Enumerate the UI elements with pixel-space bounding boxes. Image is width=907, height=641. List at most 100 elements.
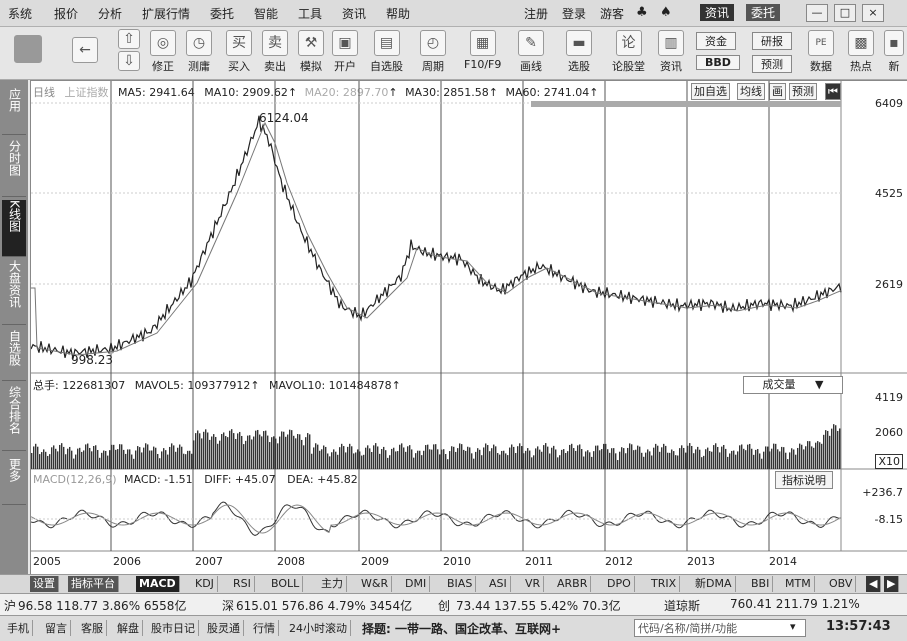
- maximize-button[interactable]: □: [834, 4, 856, 22]
- indicator-platform-tab[interactable]: 指标平台: [68, 576, 119, 592]
- nav-tab-more[interactable]: 更多: [2, 458, 26, 505]
- ma-button[interactable]: 均线: [737, 83, 765, 100]
- research-button[interactable]: 研报: [752, 32, 792, 50]
- tab-mtm[interactable]: MTM: [782, 576, 815, 592]
- menu-quote[interactable]: 报价: [54, 7, 79, 21]
- register-link[interactable]: 注册: [524, 7, 549, 21]
- mobile-link[interactable]: 手机: [4, 620, 33, 636]
- tab-obv[interactable]: OBV: [826, 576, 857, 592]
- watchlist-button[interactable]: ▤ 自选股: [370, 30, 403, 74]
- tab-wr[interactable]: W&R: [358, 576, 393, 592]
- code-search-input[interactable]: 代码/名称/简拼/功能: [634, 619, 806, 637]
- stock-picker-button[interactable]: ▬ 选股: [566, 30, 592, 74]
- tab-dmi[interactable]: DMI: [402, 576, 431, 592]
- nav-tab-ranking[interactable]: 综合排名: [2, 386, 26, 451]
- tab-dpo[interactable]: DPO: [604, 576, 635, 592]
- volume-bar: [525, 450, 527, 469]
- menu-tools[interactable]: 工具: [298, 7, 323, 21]
- login-link[interactable]: 登录: [562, 7, 587, 21]
- volume-bar: [407, 446, 409, 469]
- sell-button[interactable]: 卖卖出: [262, 30, 288, 74]
- scroll-left-icon[interactable]: ◀: [866, 576, 882, 592]
- tab-main-force[interactable]: 主力: [318, 576, 347, 592]
- buy-button[interactable]: 买买入: [226, 30, 252, 74]
- nav-tab-watchlist[interactable]: 自选股: [2, 330, 26, 381]
- tab-macd[interactable]: MACD: [136, 576, 180, 592]
- news-scroll-link[interactable]: 24小时滚动: [286, 620, 351, 636]
- news-tool-button[interactable]: ▥ 资讯: [658, 30, 684, 74]
- f10-button[interactable]: ▦ F10/F9: [464, 30, 501, 71]
- new-button[interactable]: ▪ 新: [884, 30, 904, 74]
- scroll-up-button[interactable]: ⇧: [118, 29, 140, 51]
- diary-link[interactable]: 股市日记: [148, 620, 199, 636]
- volume-bar: [381, 449, 383, 469]
- scroll-down-button[interactable]: ⇩: [118, 51, 140, 73]
- message-link[interactable]: 留言: [42, 620, 71, 636]
- open-account-button[interactable]: ▣ 开户: [332, 30, 358, 74]
- menu-system[interactable]: 系统: [8, 7, 33, 21]
- volume-bar: [225, 436, 227, 469]
- menu-smart[interactable]: 智能: [254, 7, 279, 21]
- volume-bar: [803, 449, 805, 469]
- analysis-link[interactable]: 解盘: [114, 620, 143, 636]
- volume-bar: [597, 445, 599, 469]
- trade-button[interactable]: 委托: [746, 4, 781, 21]
- bbd-button[interactable]: BBD: [696, 55, 740, 70]
- indicator-dropdown[interactable]: 成交量 ▼: [743, 376, 843, 394]
- minimize-button[interactable]: —: [806, 4, 828, 22]
- tab-new-dma[interactable]: 新DMA: [692, 576, 736, 592]
- forecast-button[interactable]: 预测: [752, 55, 792, 73]
- search-icon[interactable]: ▾: [790, 620, 796, 633]
- tab-arbr[interactable]: ARBR: [554, 576, 592, 592]
- tab-boll[interactable]: BOLL: [268, 576, 304, 592]
- back-button[interactable]: ←: [72, 37, 98, 65]
- menu-extended-quote[interactable]: 扩展行情: [142, 7, 191, 21]
- period-button[interactable]: ◴ 周期: [420, 30, 446, 74]
- simulate-button[interactable]: ⚒ 模拟: [298, 30, 324, 74]
- volume-bar: [465, 450, 467, 469]
- forecast-chart-button[interactable]: 预测: [789, 83, 817, 100]
- shirt-icon[interactable]: ♠: [660, 5, 672, 20]
- stock-link[interactable]: 股灵通: [204, 620, 244, 636]
- volume-bar: [451, 446, 453, 469]
- draw-line-button[interactable]: ✎ 画线: [518, 30, 544, 74]
- indicator-help-button[interactable]: 指标说明: [775, 471, 833, 489]
- menu-trade[interactable]: 委托: [210, 7, 235, 21]
- add-watchlist-button[interactable]: 加自选: [691, 83, 730, 100]
- tab-bbi[interactable]: BBI: [748, 576, 774, 592]
- quote-link[interactable]: 行情: [250, 620, 279, 636]
- bell-icon[interactable]: ♣: [636, 5, 648, 20]
- scroll-right-icon[interactable]: ▶: [884, 576, 900, 592]
- tab-rsi[interactable]: RSI: [230, 576, 255, 592]
- volume-bar: [831, 428, 833, 469]
- menu-news[interactable]: 资讯: [342, 7, 367, 21]
- nav-tab-market-news[interactable]: 大盘资讯: [2, 260, 26, 325]
- support-link[interactable]: 客服: [78, 620, 107, 636]
- close-button[interactable]: ×: [862, 4, 884, 22]
- nav-tab-intraday[interactable]: 分时图: [2, 140, 26, 197]
- news-button[interactable]: 资讯: [700, 4, 735, 21]
- layout-button[interactable]: [14, 35, 42, 65]
- measure-button[interactable]: ◷ 测庸: [186, 30, 212, 74]
- volume-bar: [307, 433, 309, 469]
- tab-kdj[interactable]: KDJ: [192, 576, 218, 592]
- volume-bar: [725, 448, 727, 469]
- tab-trix[interactable]: TRIX: [648, 576, 681, 592]
- menu-analysis[interactable]: 分析: [98, 7, 123, 21]
- nav-tab-kline[interactable]: K线图: [2, 200, 26, 257]
- tab-vr[interactable]: VR: [522, 576, 545, 592]
- nav-tab-apps[interactable]: 应用: [2, 84, 26, 135]
- chart-area[interactable]: 日线 上证指数 MA5: 2941.64 MA10: 2909.62↑ MA20…: [30, 80, 907, 578]
- guest-link[interactable]: 游客: [600, 7, 625, 21]
- menu-help[interactable]: 帮助: [386, 7, 411, 21]
- hotspot-button[interactable]: ▩ 热点: [848, 30, 874, 74]
- tab-asi[interactable]: ASI: [486, 576, 511, 592]
- news-ticker[interactable]: 择题: 一带一路、国企改革、互联网+: [362, 622, 562, 636]
- collapse-icon[interactable]: ⏮: [825, 83, 841, 100]
- adjust-button[interactable]: ◎ 修正: [150, 30, 176, 74]
- tab-bias[interactable]: BIAS: [444, 576, 477, 592]
- funds-button[interactable]: 资金: [696, 32, 736, 50]
- settings-tab[interactable]: 设置: [30, 576, 59, 592]
- data-button[interactable]: PE 数据: [808, 30, 834, 74]
- forum-button[interactable]: 论论股堂: [612, 30, 645, 74]
